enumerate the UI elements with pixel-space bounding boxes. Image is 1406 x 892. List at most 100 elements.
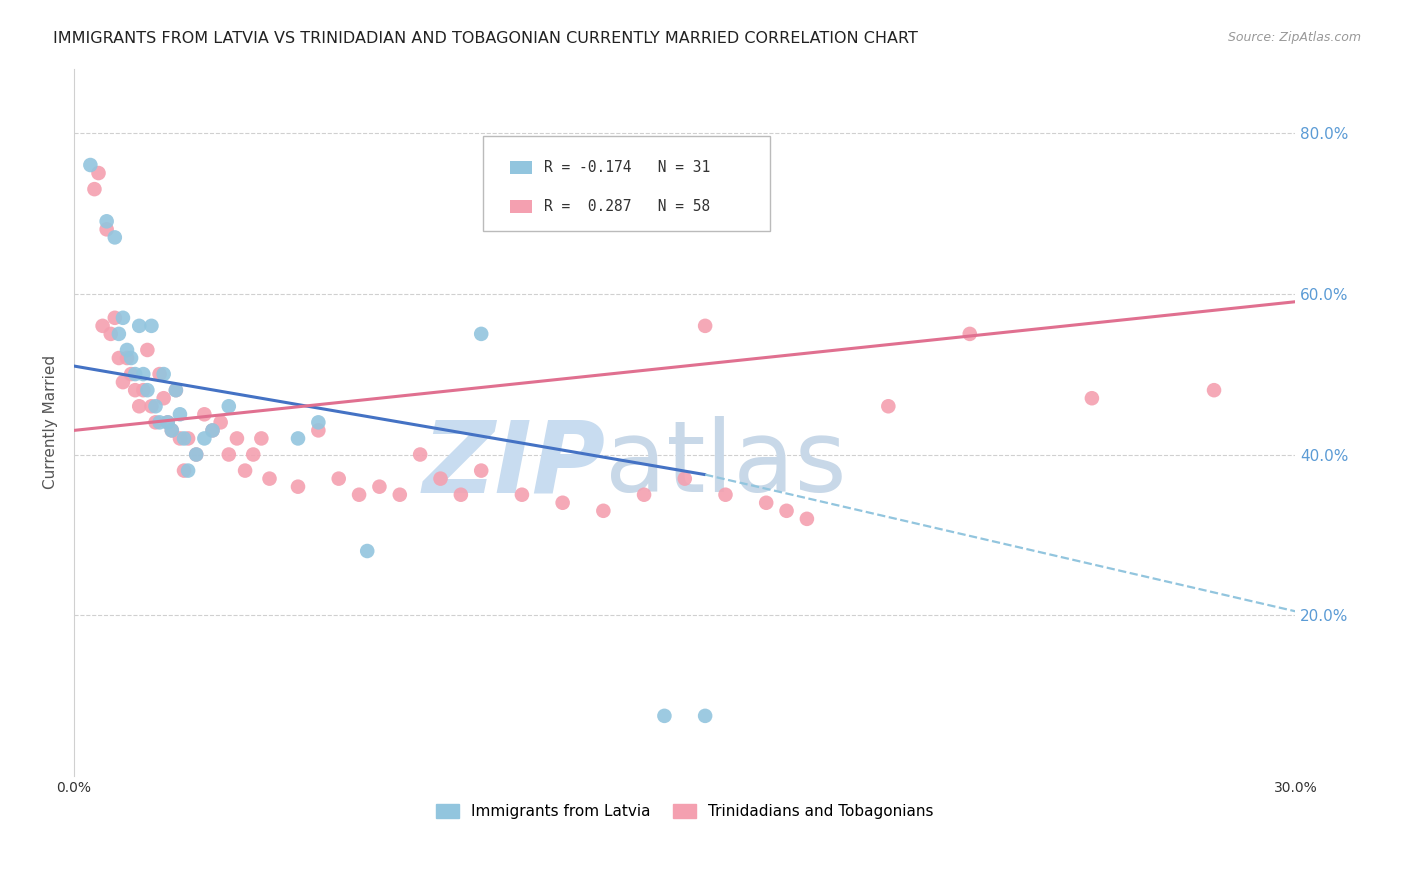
Text: R =  0.287   N = 58: R = 0.287 N = 58 xyxy=(544,199,710,214)
Point xyxy=(307,423,329,437)
Point xyxy=(695,709,717,723)
Text: IMMIGRANTS FROM LATVIA VS TRINIDADIAN AND TOBAGONIAN CURRENTLY MARRIED CORRELATI: IMMIGRANTS FROM LATVIA VS TRINIDADIAN AN… xyxy=(53,31,918,46)
Point xyxy=(368,480,391,494)
Point xyxy=(1202,383,1225,397)
Point xyxy=(450,488,472,502)
Text: Source: ZipAtlas.com: Source: ZipAtlas.com xyxy=(1227,31,1361,45)
Y-axis label: Currently Married: Currently Married xyxy=(44,355,58,490)
Point xyxy=(173,432,195,446)
Point xyxy=(307,415,329,429)
Point xyxy=(259,472,281,486)
Point xyxy=(209,415,232,429)
Point xyxy=(218,448,240,462)
Point xyxy=(120,367,142,381)
Point xyxy=(160,423,183,437)
FancyBboxPatch shape xyxy=(510,200,531,212)
Point xyxy=(287,480,309,494)
Point xyxy=(470,464,492,478)
Point xyxy=(347,488,370,502)
Point xyxy=(156,415,179,429)
Point xyxy=(111,375,134,389)
Point xyxy=(592,504,614,518)
Point xyxy=(510,488,533,502)
Point xyxy=(111,310,134,325)
Point xyxy=(959,326,981,341)
Text: ZIP: ZIP xyxy=(422,417,606,513)
Point xyxy=(136,343,159,357)
Point xyxy=(796,512,818,526)
Point xyxy=(695,318,717,333)
Point xyxy=(120,351,142,365)
Point xyxy=(177,432,200,446)
Point xyxy=(193,432,215,446)
Point xyxy=(115,351,138,365)
Point xyxy=(287,432,309,446)
Point xyxy=(775,504,797,518)
Point xyxy=(132,367,155,381)
Point xyxy=(193,407,215,421)
Point xyxy=(673,472,696,486)
Point xyxy=(108,326,131,341)
Point xyxy=(186,448,208,462)
FancyBboxPatch shape xyxy=(510,161,531,174)
Point xyxy=(173,464,195,478)
Point xyxy=(124,383,146,397)
Point xyxy=(409,448,432,462)
Point xyxy=(356,544,378,558)
Point xyxy=(201,423,224,437)
Point xyxy=(654,709,676,723)
Point xyxy=(201,423,224,437)
Point xyxy=(96,222,118,236)
Point xyxy=(877,399,900,413)
Point xyxy=(429,472,451,486)
Point xyxy=(250,432,273,446)
Point xyxy=(104,230,127,244)
Point xyxy=(128,399,150,413)
Point xyxy=(714,488,737,502)
Point xyxy=(149,367,172,381)
Point xyxy=(149,415,172,429)
Point xyxy=(115,343,138,357)
Point xyxy=(128,318,150,333)
Point xyxy=(145,415,167,429)
Point xyxy=(165,383,187,397)
Point xyxy=(141,318,163,333)
Point xyxy=(100,326,122,341)
Point xyxy=(242,448,264,462)
Point xyxy=(233,464,256,478)
Point xyxy=(132,383,155,397)
Point xyxy=(218,399,240,413)
Point xyxy=(152,367,174,381)
Point xyxy=(108,351,131,365)
Point xyxy=(165,383,187,397)
Point xyxy=(633,488,655,502)
FancyBboxPatch shape xyxy=(484,136,770,231)
Point xyxy=(388,488,411,502)
Point xyxy=(83,182,105,196)
Point xyxy=(104,310,127,325)
Point xyxy=(755,496,778,510)
Text: R = -0.174   N = 31: R = -0.174 N = 31 xyxy=(544,160,710,175)
Point xyxy=(226,432,249,446)
Point xyxy=(91,318,114,333)
Point xyxy=(156,415,179,429)
Point xyxy=(551,496,574,510)
Point xyxy=(87,166,110,180)
Point xyxy=(1081,391,1104,405)
Point xyxy=(96,214,118,228)
Point xyxy=(152,391,174,405)
Point xyxy=(177,464,200,478)
Legend: Immigrants from Latvia, Trinidadians and Tobagonians: Immigrants from Latvia, Trinidadians and… xyxy=(430,797,941,825)
Point xyxy=(169,432,191,446)
Point xyxy=(160,423,183,437)
Point xyxy=(141,399,163,413)
Point xyxy=(470,326,492,341)
Point xyxy=(186,448,208,462)
Point xyxy=(169,407,191,421)
Text: atlas: atlas xyxy=(606,417,846,513)
Point xyxy=(136,383,159,397)
Point xyxy=(328,472,350,486)
Point xyxy=(145,399,167,413)
Point xyxy=(124,367,146,381)
Point xyxy=(79,158,101,172)
